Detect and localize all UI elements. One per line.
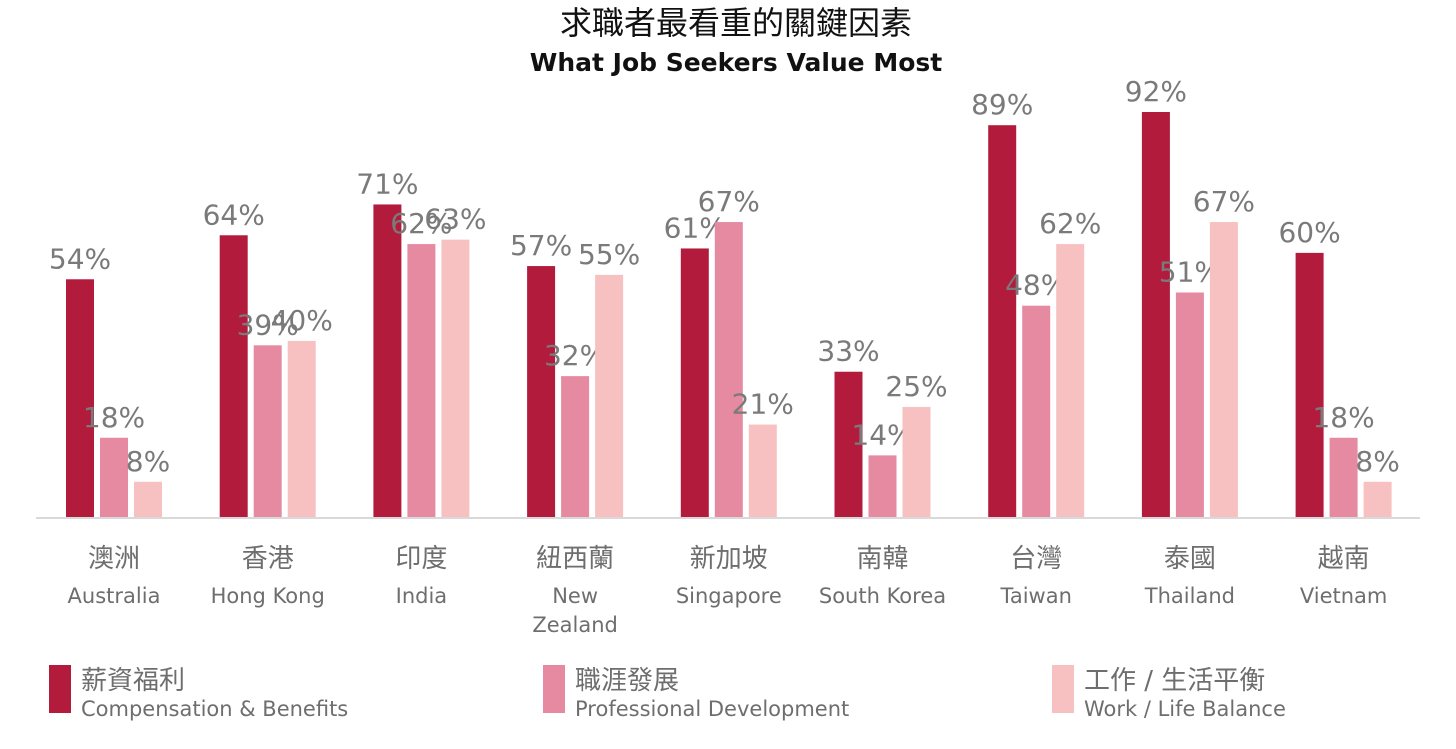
category-label-en: Australia xyxy=(68,584,161,608)
category-label-en: Vietnam xyxy=(1300,584,1388,608)
bar-group: 57%32%55% xyxy=(510,229,640,517)
data-label: 33% xyxy=(817,335,879,368)
bar-group: 61%67%21% xyxy=(664,185,794,517)
bar xyxy=(1209,222,1238,517)
legend-label-zh: 工作 / 生活平衡 xyxy=(1084,666,1265,696)
legend-label-zh: 職涯發展 xyxy=(575,666,679,696)
bar xyxy=(1056,244,1085,517)
plot-area: 54% 18% 8% 澳洲 Australia 64% 39%40% 香港 Hong Kong 7… xyxy=(36,75,1420,637)
category-label-zh: 香港 xyxy=(242,544,294,574)
data-label: 57% xyxy=(510,229,572,262)
data-label: 8% xyxy=(126,445,170,478)
bar xyxy=(100,437,128,517)
bar xyxy=(66,279,94,517)
bar xyxy=(1329,437,1358,517)
category-label-zh: 紐西蘭 xyxy=(536,544,614,574)
data-label: 67% xyxy=(698,185,760,218)
legend-swatch xyxy=(1052,665,1074,713)
legend-label-en: Compensation & Benefits xyxy=(81,697,348,721)
bar xyxy=(527,266,556,517)
bar xyxy=(834,371,863,517)
bar xyxy=(1175,292,1204,517)
bar xyxy=(902,406,931,517)
bar xyxy=(1022,305,1051,517)
bar-group: 71% 62%63% xyxy=(356,167,487,518)
data-label: 60% xyxy=(1278,216,1340,249)
category-label-en: Taiwan xyxy=(999,584,1071,608)
bar xyxy=(1295,252,1324,517)
data-label: 64% xyxy=(203,198,265,231)
category-label-en: New xyxy=(552,584,598,608)
category-label-en: Thailand xyxy=(1144,584,1235,608)
bar xyxy=(373,204,402,517)
data-label: 62% xyxy=(1039,207,1101,240)
bar xyxy=(595,274,624,517)
bar xyxy=(680,248,709,517)
bar xyxy=(988,125,1017,518)
category-label-en: India xyxy=(396,584,448,608)
chart-title: 求職者最看重的關鍵因素 xyxy=(560,4,912,42)
data-label: 92% xyxy=(1125,75,1187,108)
category-label-en: Zealand xyxy=(532,613,618,637)
data-label: 25% xyxy=(885,370,947,403)
legend-label-en: Professional Development xyxy=(575,697,849,721)
data-label: 21% xyxy=(732,388,794,421)
legend-swatch xyxy=(543,665,565,713)
bar xyxy=(748,424,777,517)
bar-group: 92%51%67% xyxy=(1125,75,1255,517)
bar xyxy=(1363,481,1392,517)
bar xyxy=(561,376,590,517)
bar xyxy=(407,244,436,517)
category-label-zh: 新加坡 xyxy=(690,544,768,574)
data-label: 8% xyxy=(1355,445,1399,478)
data-label: 18% xyxy=(1312,401,1374,434)
category-label-zh: 南韓 xyxy=(856,544,908,574)
bar xyxy=(134,481,162,517)
bar-group: 60% 18% 8% xyxy=(1278,216,1400,517)
bar-group: 89%48%62% xyxy=(971,88,1101,518)
category-label-en: Hong Kong xyxy=(211,584,325,608)
bar xyxy=(253,345,282,517)
data-label: 67% xyxy=(1193,185,1255,218)
category-label-zh: 台灣 xyxy=(1010,544,1062,574)
category-label-zh: 澳洲 xyxy=(88,544,140,574)
category-label-zh: 泰國 xyxy=(1164,544,1216,574)
legend-label-zh: 薪資福利 xyxy=(81,666,185,696)
data-label: 39% xyxy=(237,308,299,341)
data-label: 55% xyxy=(578,238,640,271)
legend-swatch xyxy=(49,665,71,713)
data-label: 63% xyxy=(424,203,486,236)
bar-group: 33%14%25% xyxy=(817,335,948,517)
bar xyxy=(441,239,470,518)
bar xyxy=(714,222,743,517)
data-label: 71% xyxy=(356,167,418,200)
data-label: 89% xyxy=(971,88,1033,121)
bar xyxy=(1141,112,1170,517)
category-label-zh: 越南 xyxy=(1318,544,1370,574)
category-label-en: Singapore xyxy=(676,584,782,608)
data-label: 62% xyxy=(390,207,452,240)
data-label: 54% xyxy=(49,242,111,275)
bar-group: 64% 39%40% xyxy=(203,198,333,517)
chart-subtitle: What Job Seekers Value Most xyxy=(530,48,943,77)
category-label-en: South Korea xyxy=(819,584,946,608)
data-label: 40% xyxy=(271,304,333,337)
bar xyxy=(219,235,248,517)
bar-group: 54% 18% 8% xyxy=(49,242,170,517)
data-label: 18% xyxy=(83,401,145,434)
bar xyxy=(287,340,316,517)
legend-label-en: Work / Life Balance xyxy=(1084,697,1286,721)
category-label-zh: 印度 xyxy=(395,544,447,574)
bar xyxy=(868,455,897,517)
